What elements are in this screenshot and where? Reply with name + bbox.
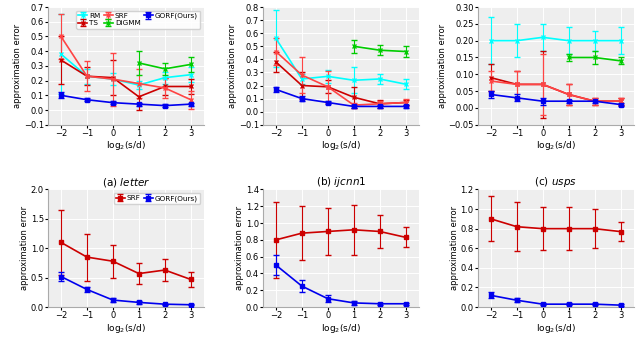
X-axis label: log$_2$(s/d): log$_2$(s/d) [321,322,361,335]
Title: (a) $\it{letter}$: (a) $\it{letter}$ [102,176,150,190]
X-axis label: log$_2$(s/d): log$_2$(s/d) [536,322,575,335]
Legend: SRF, GORF(Ours): SRF, GORF(Ours) [114,193,200,204]
Y-axis label: approximation error: approximation error [20,206,29,290]
Y-axis label: approximation error: approximation error [438,24,447,108]
Y-axis label: approximation error: approximation error [228,24,237,108]
Y-axis label: approximation error: approximation error [450,206,459,290]
X-axis label: log$_2$(s/d): log$_2$(s/d) [106,139,146,152]
X-axis label: log$_2$(s/d): log$_2$(s/d) [106,322,146,335]
Title: (b) $\it{ijcnn1}$: (b) $\it{ijcnn1}$ [316,175,366,190]
Legend: RM, TS, SRF, DiGMM, GORF(Ours): RM, TS, SRF, DiGMM, GORF(Ours) [76,11,200,29]
Y-axis label: approximation error: approximation error [235,206,244,290]
X-axis label: log$_2$(s/d): log$_2$(s/d) [536,139,575,152]
Y-axis label: approximation error: approximation error [13,24,22,108]
Title: (c) $\it{usps}$: (c) $\it{usps}$ [534,175,577,190]
X-axis label: log$_2$(s/d): log$_2$(s/d) [321,139,361,152]
